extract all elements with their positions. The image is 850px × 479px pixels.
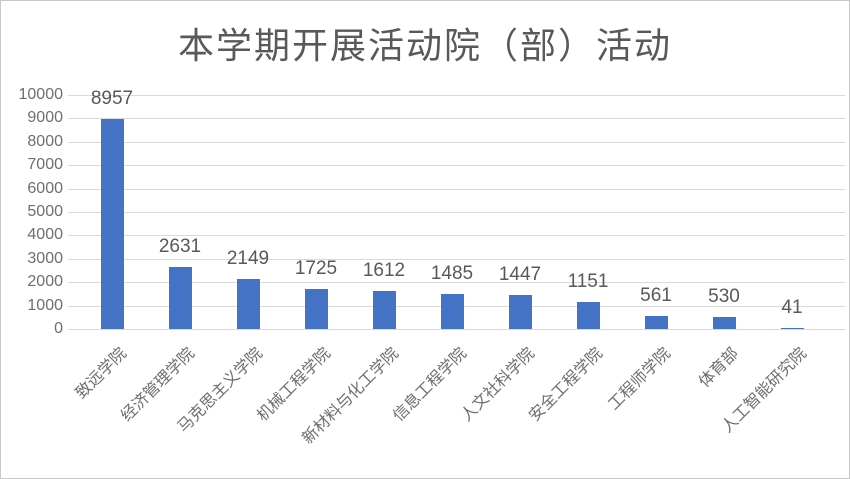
value-label: 8957 xyxy=(90,88,134,109)
value-label: 41 xyxy=(781,297,803,318)
bar xyxy=(712,317,736,329)
chart-title: 本学期开展活动院（部）活动 xyxy=(177,25,672,66)
y-tick-label: 0 xyxy=(54,320,63,337)
category-label: 致远学院 xyxy=(72,345,131,403)
y-tick-label: 1000 xyxy=(27,296,63,314)
gridline xyxy=(68,235,845,237)
y-tick-label: 9000 xyxy=(27,109,63,127)
value-label: 1725 xyxy=(294,258,338,279)
gridline xyxy=(68,329,845,330)
bar xyxy=(644,316,668,329)
value-label: 1151 xyxy=(567,271,609,292)
gridline xyxy=(68,258,845,260)
category-label: 体育部 xyxy=(696,345,743,391)
value-label: 2631 xyxy=(158,236,202,257)
y-tick-label: 10000 xyxy=(18,86,64,103)
y-tick-label: 2000 xyxy=(27,273,63,291)
value-label: 2149 xyxy=(226,248,270,269)
value-label: 1447 xyxy=(498,264,542,285)
bar xyxy=(508,295,532,329)
gridline xyxy=(68,141,845,143)
gridline xyxy=(68,212,845,213)
bar xyxy=(440,294,464,329)
bar xyxy=(168,267,192,329)
y-tick-label: 6000 xyxy=(27,179,63,197)
value-label: 561 xyxy=(640,285,672,306)
value-label: 1612 xyxy=(362,260,406,281)
category-label: 工程师学院 xyxy=(605,345,675,414)
gridline xyxy=(68,95,845,96)
bar xyxy=(100,119,124,329)
value-label: 530 xyxy=(708,286,740,307)
y-tick-label: 4000 xyxy=(27,226,63,244)
gridline xyxy=(68,165,845,167)
gridline xyxy=(68,118,845,120)
y-tick-label: 8000 xyxy=(27,132,63,150)
y-tick-label: 3000 xyxy=(27,249,63,267)
gridline xyxy=(68,188,845,190)
y-tick-label: 7000 xyxy=(27,156,63,174)
value-label: 1485 xyxy=(430,263,474,284)
y-tick-label: 5000 xyxy=(27,203,63,220)
bar xyxy=(780,328,804,329)
bar xyxy=(372,291,396,329)
bar xyxy=(236,279,260,329)
bar xyxy=(576,302,600,329)
gridline xyxy=(68,282,845,284)
bar xyxy=(304,289,328,329)
category-label: 安全工程学院 xyxy=(526,345,607,425)
